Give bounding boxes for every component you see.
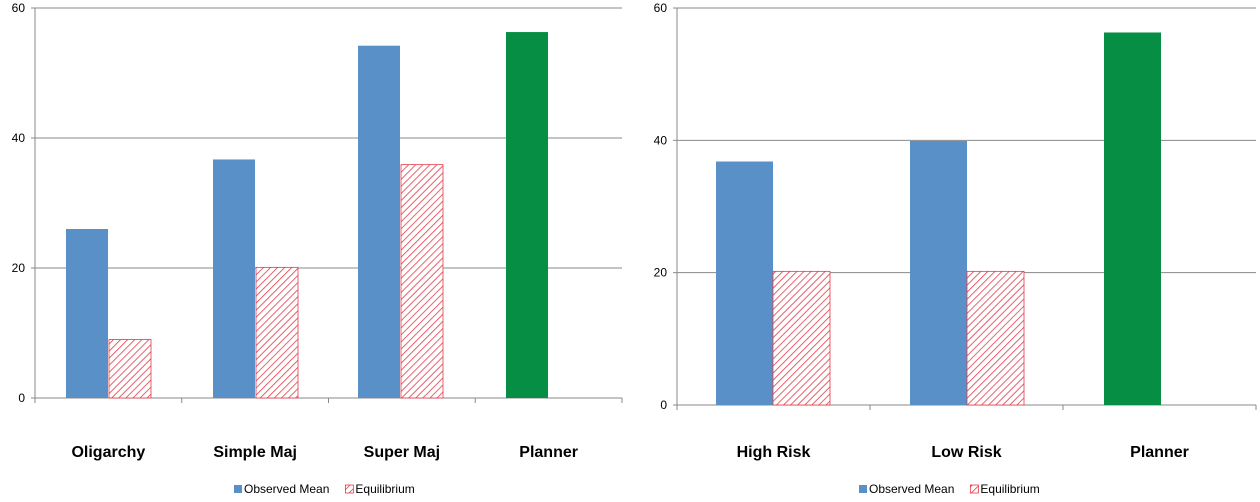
y-tick-label: 20 bbox=[654, 266, 668, 280]
chart-left-by-institution: 0 20 40 60 Oligarchy Simple Maj Super Maj Plann… bbox=[12, 1, 623, 496]
legend-swatch bbox=[859, 485, 867, 493]
category-label: Planner bbox=[519, 444, 578, 461]
category-label: Planner bbox=[1130, 444, 1189, 461]
legend-swatch bbox=[969, 484, 979, 494]
legend-swatch bbox=[234, 485, 242, 493]
category-label: High Risk bbox=[737, 444, 811, 461]
bar-equilibrium bbox=[108, 339, 152, 399]
bar-equilibrium bbox=[772, 270, 831, 406]
bar-observed bbox=[910, 140, 967, 405]
category-label: Oligarchy bbox=[71, 444, 145, 461]
y-tick-label: 60 bbox=[12, 1, 26, 15]
legend-label: Observed Mean bbox=[244, 482, 329, 496]
legend-swatch bbox=[344, 484, 354, 494]
legend-label: Equilibrium bbox=[980, 482, 1039, 496]
bar-planner bbox=[506, 32, 548, 399]
y-tick-label: 40 bbox=[12, 131, 26, 145]
bar-observed bbox=[716, 161, 773, 405]
bar-equilibrium bbox=[400, 164, 444, 399]
legend-label: Equilibrium bbox=[355, 482, 414, 496]
bar-planner bbox=[1104, 32, 1161, 406]
bar-equilibrium bbox=[255, 266, 299, 399]
bar-observed bbox=[213, 159, 255, 398]
y-tick-label: 0 bbox=[660, 398, 667, 412]
bar-observed bbox=[66, 229, 108, 398]
bar-observed bbox=[358, 45, 400, 398]
y-tick-label: 60 bbox=[654, 1, 668, 15]
y-tick-label: 0 bbox=[18, 391, 25, 405]
y-tick-label: 40 bbox=[654, 133, 668, 147]
legend-label: Observed Mean bbox=[869, 482, 954, 496]
y-tick-label: 20 bbox=[12, 261, 26, 275]
category-label: Super Maj bbox=[364, 444, 440, 461]
chart-right-by-risk: 0 20 40 60 High Risk Low Risk Planner Observed … bbox=[654, 1, 1257, 496]
bar-equilibrium bbox=[966, 270, 1025, 406]
category-label: Simple Maj bbox=[213, 444, 297, 461]
category-label: Low Risk bbox=[931, 444, 1001, 461]
